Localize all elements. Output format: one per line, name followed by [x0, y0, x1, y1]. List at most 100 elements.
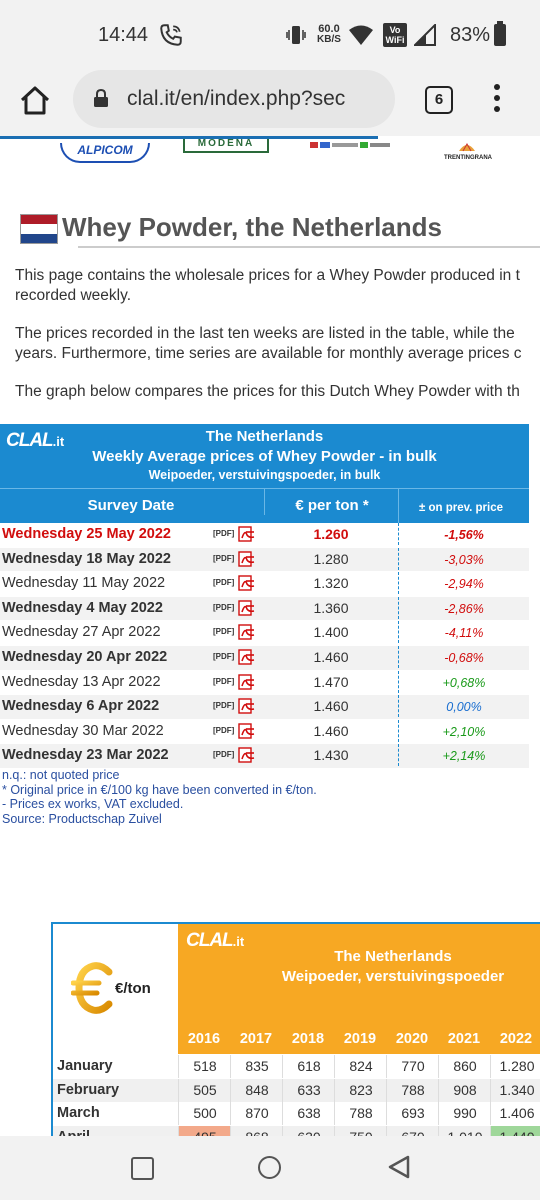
monthly-value-cell: 500	[178, 1102, 231, 1126]
monthly-value-cell: 868	[230, 1125, 283, 1136]
monthly-value-cell: 788	[334, 1102, 387, 1126]
monthly-value-cell: 1.280	[490, 1055, 540, 1078]
sponsor-logos: ALPICOM MODENA TRENTINGRANA	[0, 139, 540, 169]
column-header-change: ± on prev. price	[398, 489, 523, 523]
monthly-table-header: CLAL.it The Netherlands Weipoeder, verst…	[178, 924, 540, 1054]
row-survey-date: Wednesday 27 Apr 2022	[2, 624, 161, 641]
tab-switcher-button[interactable]: 6	[425, 86, 453, 114]
back-button[interactable]	[386, 1154, 412, 1180]
pdf-link[interactable]: [PDF]	[213, 578, 235, 588]
android-nav-bar	[0, 1136, 540, 1200]
alpicom-logo[interactable]: ALPICOM	[60, 143, 150, 163]
pdf-link[interactable]: [PDF]	[213, 725, 235, 735]
pdf-link[interactable]: [PDF]	[213, 651, 235, 661]
weekly-table-row: Wednesday 25 May 2022 [PDF] 1.260 -1,56%	[0, 523, 529, 548]
monthly-value-cell: 860	[438, 1055, 491, 1078]
monthly-table-row: February 505 848 633 823 788 908 1.340	[53, 1078, 540, 1102]
row-month: April	[57, 1129, 90, 1136]
clal-logo-monthly[interactable]: CLAL.it	[186, 930, 245, 951]
weekly-table-subtitle-nl: Weipoeder, verstuivingspoeder, in bulk	[148, 468, 381, 482]
row-price: 1.430	[313, 747, 349, 764]
weekly-table-column-headers: Survey Date € per ton * ± on prev. price	[0, 488, 529, 523]
row-survey-date: Wednesday 18 May 2022	[2, 550, 171, 567]
overflow-menu-icon[interactable]	[490, 84, 504, 114]
row-change: -3,03%	[398, 547, 529, 570]
pdf-link[interactable]: [PDF]	[213, 602, 235, 612]
row-price: 1.260	[313, 526, 349, 542]
intro-paragraph-3: The graph below compares the prices for …	[15, 383, 520, 400]
pdf-icon[interactable]	[238, 673, 256, 690]
pdf-icon[interactable]	[238, 747, 256, 764]
lock-icon	[94, 88, 108, 107]
pdf-icon[interactable]	[238, 723, 256, 739]
monthly-table-row: January 518 835 618 824 770 860 1.280	[53, 1055, 540, 1078]
row-price: 1.400	[313, 624, 349, 641]
modena-logo[interactable]: MODENA	[183, 139, 269, 153]
pdf-icon[interactable]	[238, 526, 256, 542]
monthly-table-row: March 500 870 638 788 693 990 1.406	[53, 1102, 540, 1126]
monthly-value-cell: 990	[438, 1102, 491, 1126]
row-change: +2,14%	[398, 744, 529, 767]
pdf-icon[interactable]	[238, 550, 256, 567]
home-icon[interactable]	[18, 84, 52, 118]
weekly-table-title: The Netherlands	[205, 428, 324, 445]
row-price: 1.360	[313, 599, 349, 616]
row-change: -4,11%	[398, 621, 529, 644]
pdf-link[interactable]: [PDF]	[213, 750, 235, 760]
weekly-table-row: Wednesday 23 Mar 2022 [PDF] 1.430 +2,14%	[0, 744, 529, 769]
monthly-prices-table: €/ton CLAL.it The Netherlands Weipoeder,…	[51, 922, 540, 1136]
trentingrana-emblem-icon	[459, 142, 475, 152]
row-month: January	[57, 1058, 113, 1074]
row-change: -1,56%	[398, 523, 529, 545]
status-time: 14:44	[98, 24, 149, 46]
pdf-link[interactable]: [PDF]	[213, 701, 235, 711]
row-survey-date: Wednesday 30 Mar 2022	[2, 722, 164, 739]
intro-paragraph-1: This page contains the wholesale prices …	[15, 267, 520, 304]
year-header: 2017	[239, 1031, 273, 1047]
battery-icon	[494, 21, 506, 46]
pdf-icon[interactable]	[238, 649, 256, 665]
monthly-table-unit-cell: €/ton	[53, 924, 178, 1056]
clal-logo[interactable]: CLAL.it	[6, 430, 65, 451]
pdf-icon[interactable]	[238, 624, 256, 641]
monthly-value-cell: 824	[334, 1055, 387, 1078]
row-survey-date: Wednesday 23 Mar 2022	[2, 747, 169, 764]
row-change: 0,00%	[398, 695, 529, 718]
pdf-link[interactable]: [PDF]	[213, 529, 235, 538]
monthly-value-cell: 630	[282, 1125, 335, 1136]
address-bar[interactable]: clal.it/en/index.php?sec	[73, 70, 395, 128]
year-header: 2016	[187, 1031, 221, 1047]
monthly-value-cell: 870	[230, 1102, 283, 1126]
pdf-link[interactable]: [PDF]	[213, 553, 235, 563]
row-change: +0,68%	[398, 670, 529, 693]
monthly-unit-label: €/ton	[115, 980, 151, 997]
weekly-table-row: Wednesday 6 Apr 2022 [PDF] 1.460 0,00%	[0, 695, 529, 720]
weekly-table-subtitle: Weekly Average prices of Whey Powder - i…	[92, 448, 437, 465]
row-price: 1.470	[313, 673, 349, 690]
trentingrana-logo[interactable]: TRENTINGRANA	[444, 141, 492, 165]
monthly-value-cell: 1.010	[438, 1125, 491, 1136]
pdf-link[interactable]: [PDF]	[213, 627, 235, 637]
monthly-value-cell: 638	[282, 1102, 335, 1126]
status-bar: 14:44 60.0 KB/S Vo WiFi 83%	[0, 0, 540, 70]
home-button[interactable]	[258, 1156, 281, 1179]
euro-coin-icon	[71, 962, 113, 1014]
year-header: 2018	[291, 1031, 325, 1047]
pdf-icon[interactable]	[238, 600, 256, 616]
monthly-value-cell: 908	[438, 1078, 491, 1102]
pdf-icon[interactable]	[238, 575, 256, 591]
row-change: -0,68%	[398, 645, 529, 668]
monthly-table-row: April 4958686307506701.0101.440	[53, 1125, 540, 1136]
recent-apps-button[interactable]	[131, 1157, 154, 1180]
row-month: March	[57, 1105, 100, 1122]
sponsor-small-logo[interactable]	[310, 141, 390, 149]
monthly-value-cell: 505	[178, 1078, 231, 1102]
monthly-value-cell: 1.406	[490, 1102, 540, 1126]
weekly-table-row: Wednesday 11 May 2022 [PDF] 1.320 -2,94%	[0, 572, 529, 597]
row-month: February	[57, 1081, 120, 1098]
battery-percent: 83%	[450, 24, 491, 46]
pdf-link[interactable]: [PDF]	[213, 676, 235, 686]
page-title-row: Whey Powder, the Netherlands	[18, 210, 540, 250]
pdf-icon[interactable]	[238, 698, 256, 714]
monthly-value-cell: 1.340	[490, 1078, 540, 1102]
